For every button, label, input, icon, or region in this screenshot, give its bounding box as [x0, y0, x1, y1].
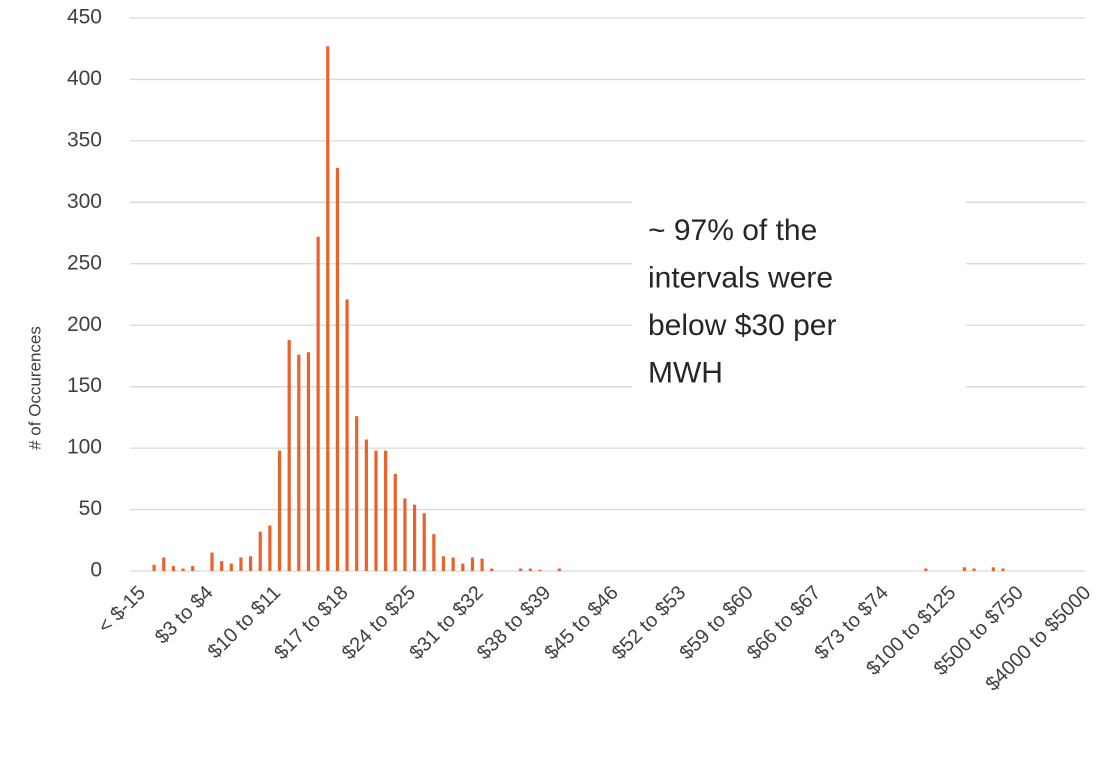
bar [1001, 568, 1005, 571]
y-tick-label: 100 [67, 436, 102, 459]
bar [171, 566, 176, 571]
bar [422, 513, 426, 571]
bar [364, 439, 368, 571]
bar [490, 568, 494, 571]
annotation-text: below $30 per [648, 309, 836, 342]
y-tick-label: 150 [67, 374, 102, 397]
bar [972, 568, 976, 571]
bar [181, 568, 185, 571]
x-tick-label: $3 to $4 [151, 582, 218, 649]
bar [345, 299, 349, 571]
bar [461, 563, 465, 571]
bar [191, 566, 195, 571]
annotation-text: ~ 97% of the [648, 214, 817, 247]
bar [162, 557, 166, 571]
bar [480, 558, 484, 571]
bar [557, 568, 561, 571]
bar [277, 450, 282, 571]
annotation-text: intervals were [648, 261, 833, 294]
bar [538, 569, 542, 571]
bar [355, 416, 359, 571]
bar [403, 498, 407, 571]
bar [316, 236, 320, 571]
y-tick-label: 450 [67, 6, 102, 29]
bar [384, 450, 388, 571]
bar [519, 568, 523, 571]
bar [924, 568, 928, 571]
bar [326, 46, 330, 571]
bars [152, 46, 1005, 571]
y-axis-title: # of Occurences [25, 326, 44, 450]
bar [306, 352, 311, 571]
bar [239, 557, 243, 571]
bar [962, 567, 967, 571]
x-tick-label: < $-15 [94, 582, 150, 638]
bar [991, 567, 995, 571]
y-tick-label: 400 [67, 67, 102, 90]
bar [287, 339, 291, 571]
bar [528, 568, 532, 571]
bar [335, 167, 339, 571]
bar [268, 525, 272, 571]
bar [297, 354, 301, 571]
bar [451, 557, 455, 571]
y-tick-label: 300 [67, 190, 102, 213]
bar [152, 564, 156, 571]
y-tick-label: 200 [67, 313, 102, 336]
bar [258, 531, 262, 571]
bar [374, 450, 378, 571]
bar [470, 557, 475, 571]
bar [393, 473, 397, 571]
bar [229, 563, 233, 571]
bar [432, 534, 436, 571]
bar [412, 504, 417, 571]
y-tick-label: 0 [90, 559, 102, 582]
annotation-box [632, 190, 966, 396]
y-tick-label: 350 [67, 128, 102, 151]
bar [220, 561, 224, 571]
bar [210, 552, 214, 571]
bar [441, 556, 446, 571]
y-tick-label: 50 [79, 497, 102, 520]
bar [248, 556, 253, 571]
annotation-text: MWH [648, 356, 723, 389]
y-tick-label: 250 [67, 251, 102, 274]
